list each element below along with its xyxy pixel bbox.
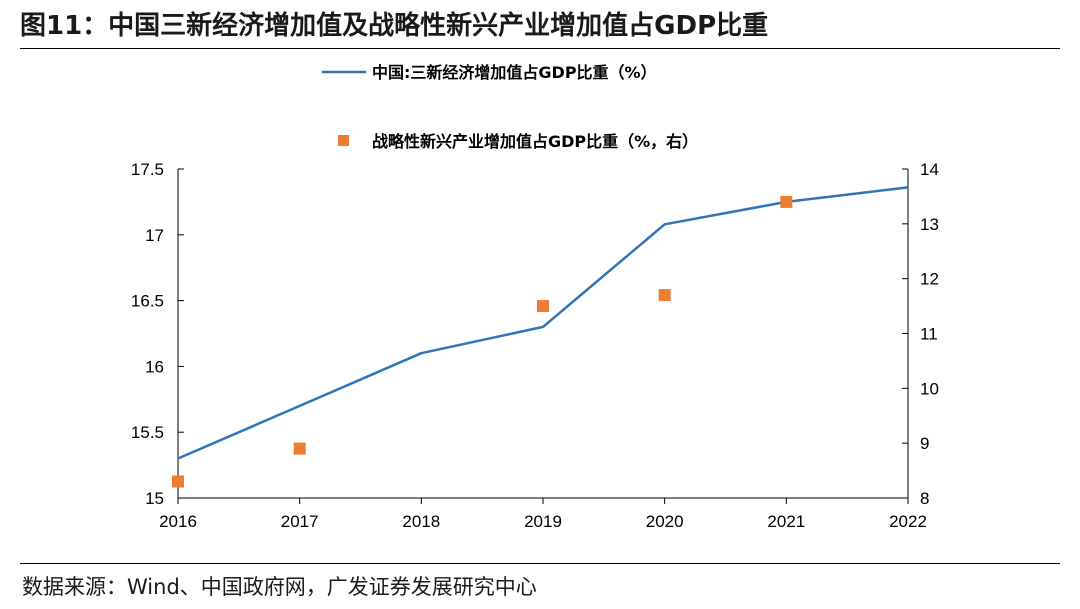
legend-marker-swatch [338,135,349,146]
right-tick-label: 8 [920,489,929,508]
x-tick-label: 2018 [402,512,440,531]
source-rule [20,563,1060,564]
x-tick-label: 2016 [159,512,197,531]
right-tick-label: 13 [920,215,939,234]
x-tick-label: 2021 [767,512,805,531]
left-tick-label: 15.5 [131,423,164,442]
right-tick-label: 12 [920,270,939,289]
right-tick-label: 10 [920,379,939,398]
left-tick-label: 17.5 [131,160,164,179]
right-tick-label: 11 [920,325,938,344]
legend: 中国:三新经济增加值占GDP比重（%） 战略性新兴产业增加值占GDP比重（%，右… [322,63,698,151]
x-tick-label: 2019 [524,512,562,531]
chart-title: 图11：中国三新经济增加值及战略性新兴产业增加值占GDP比重 [20,11,769,41]
legend-line-label: 中国:三新经济增加值占GDP比重（%） [372,63,657,82]
scatter-point-2016 [172,475,184,488]
scatter-point-2017 [293,442,306,455]
source-note: 数据来源：Wind、中国政府网，广发证券发展研究中心 [22,575,537,599]
chart: 中国:三新经济增加值占GDP比重（%） 战略性新兴产业增加值占GDP比重（%，右… [131,63,939,531]
title-rule [20,48,1060,49]
series-line-sanxin [177,186,909,460]
scatter-point-2019 [537,300,549,313]
left-tick-label: 15 [145,489,164,508]
scatter-point-2020 [658,289,671,302]
left-tick-label: 16.5 [131,292,164,311]
scatter-point-2021 [780,195,793,208]
right-tick-label: 14 [920,160,939,179]
legend-marker-label: 战略性新兴产业增加值占GDP比重（%，右） [372,132,698,151]
right-tick-label: 9 [920,434,929,453]
chart-marks [172,186,909,488]
left-tick-label: 16 [145,357,164,376]
x-tick-label: 2020 [646,512,684,531]
x-tick-label: 2022 [889,512,927,531]
left-tick-label: 17 [145,226,164,245]
axes: 15 15.5 16 16.5 17 17.5 8 9 10 11 12 13 14 2016 2017 20… [131,160,939,531]
x-tick-label: 2017 [281,512,319,531]
